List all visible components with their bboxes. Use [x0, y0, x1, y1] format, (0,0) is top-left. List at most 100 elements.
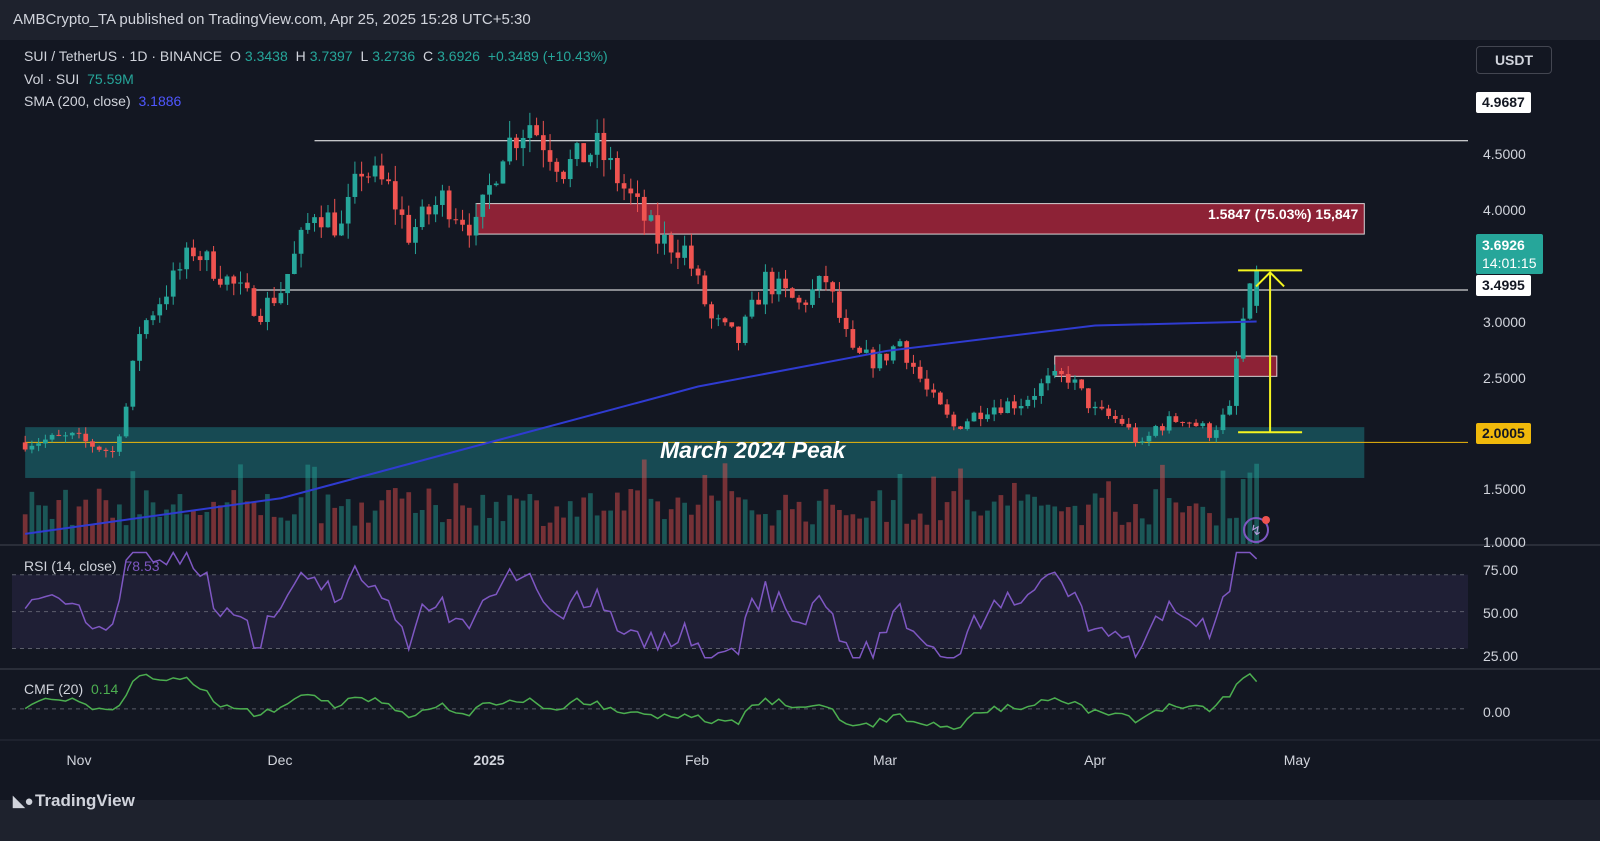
cmf-line[interactable] — [24, 672, 1258, 731]
candle[interactable] — [823, 275, 829, 283]
candle[interactable] — [614, 157, 620, 184]
candle[interactable] — [890, 346, 896, 361]
candle[interactable] — [117, 436, 122, 452]
candle[interactable] — [816, 275, 822, 290]
candle[interactable] — [224, 276, 230, 285]
candle[interactable] — [581, 143, 587, 163]
candle[interactable] — [991, 407, 997, 415]
candle[interactable] — [379, 165, 385, 180]
level-high-tag[interactable]: 4.9687 — [1476, 92, 1531, 113]
candle[interactable] — [318, 217, 324, 228]
candle[interactable] — [863, 349, 869, 353]
candle[interactable] — [641, 196, 647, 221]
candle[interactable] — [372, 165, 378, 177]
candle[interactable] — [285, 273, 290, 294]
candle[interactable] — [271, 297, 277, 304]
candle[interactable] — [1207, 423, 1212, 438]
candle[interactable] — [177, 269, 183, 271]
sma-legend[interactable]: SMA (200, close) 3.1886 — [24, 93, 185, 109]
candle[interactable] — [204, 251, 210, 261]
candle[interactable] — [366, 176, 371, 178]
candle[interactable] — [635, 193, 640, 197]
lightning-icon[interactable]: ↯ — [1243, 516, 1270, 543]
candle[interactable] — [534, 125, 539, 136]
candle[interactable] — [1106, 408, 1111, 416]
candle[interactable] — [150, 315, 156, 321]
candle[interactable] — [540, 135, 546, 151]
candle[interactable] — [238, 282, 243, 284]
candle[interactable] — [749, 299, 755, 317]
candle[interactable] — [507, 137, 513, 162]
candle[interactable] — [440, 190, 445, 205]
candle[interactable] — [1038, 383, 1044, 396]
candle[interactable] — [291, 253, 297, 274]
candle[interactable] — [157, 304, 163, 316]
symbol-name[interactable]: SUI / TetherUS · 1D · BINANCE — [24, 48, 223, 64]
candle[interactable] — [668, 234, 674, 253]
candle[interactable] — [332, 212, 338, 236]
candle[interactable] — [49, 434, 55, 440]
candle[interactable] — [413, 227, 418, 243]
candle[interactable] — [1213, 430, 1219, 438]
candle[interactable] — [1180, 421, 1185, 423]
candle[interactable] — [137, 334, 142, 361]
candle[interactable] — [22, 442, 28, 450]
candle[interactable] — [944, 404, 950, 415]
candle[interactable] — [1139, 441, 1145, 443]
candle[interactable] — [258, 315, 264, 322]
cmf-legend[interactable]: CMF (20) 0.14 — [24, 681, 122, 697]
candle[interactable] — [742, 316, 748, 343]
candle[interactable] — [877, 353, 883, 369]
candle[interactable] — [1072, 379, 1078, 383]
candle[interactable] — [1065, 374, 1071, 383]
candle[interactable] — [184, 247, 190, 270]
candle[interactable] — [937, 392, 943, 405]
candle[interactable] — [1146, 435, 1152, 442]
candle[interactable] — [278, 293, 284, 304]
candle[interactable] — [722, 318, 728, 323]
candle[interactable] — [628, 188, 634, 194]
candle[interactable] — [514, 137, 519, 149]
candle[interactable] — [971, 412, 977, 422]
candle[interactable] — [904, 341, 910, 363]
candle[interactable] — [1086, 388, 1091, 409]
candle[interactable] — [359, 173, 364, 177]
candle[interactable] — [709, 304, 714, 319]
candle[interactable] — [231, 276, 237, 284]
supply-zone-upper[interactable] — [475, 203, 1365, 235]
candle[interactable] — [715, 318, 721, 320]
currency-button[interactable]: USDT — [1476, 46, 1552, 74]
candle[interactable] — [446, 190, 452, 220]
march-2024-peak-zone[interactable] — [25, 427, 1365, 478]
candle[interactable] — [1059, 370, 1064, 375]
candle[interactable] — [460, 219, 465, 225]
candle[interactable] — [561, 171, 566, 180]
candle[interactable] — [783, 278, 788, 289]
price-chart[interactable] — [0, 40, 1600, 800]
sma-200-line[interactable] — [25, 320, 1257, 535]
candle[interactable] — [143, 320, 149, 335]
candle[interactable] — [601, 132, 607, 161]
candle[interactable] — [574, 143, 580, 160]
candle[interactable] — [1240, 318, 1246, 359]
candle[interactable] — [1200, 423, 1206, 427]
candle[interactable] — [419, 206, 425, 228]
candle[interactable] — [924, 378, 930, 390]
candle[interactable] — [958, 426, 963, 429]
candle[interactable] — [480, 194, 486, 217]
candle[interactable] — [527, 125, 533, 138]
candle[interactable] — [1153, 426, 1159, 436]
candle[interactable] — [1052, 370, 1058, 376]
candle[interactable] — [682, 245, 687, 258]
candle[interactable] — [1005, 401, 1010, 414]
candle[interactable] — [1160, 426, 1165, 431]
candle[interactable] — [837, 291, 842, 318]
candle[interactable] — [662, 234, 667, 244]
candle[interactable] — [951, 414, 957, 427]
tradingview-logo[interactable]: ◣●TradingView — [13, 791, 135, 811]
candle[interactable] — [164, 296, 169, 305]
candle[interactable] — [76, 432, 82, 434]
candle[interactable] — [1018, 406, 1024, 409]
candle[interactable] — [339, 223, 344, 236]
candle[interactable] — [736, 326, 741, 343]
